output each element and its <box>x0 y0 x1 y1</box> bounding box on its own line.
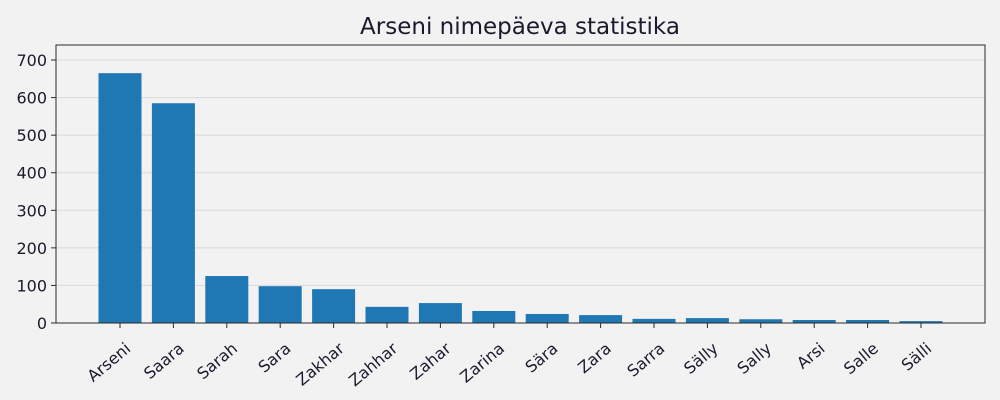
y-tick-label: 500 <box>16 126 47 145</box>
bar-sarra <box>632 318 676 323</box>
plot-frame <box>55 44 986 324</box>
y-axis: 0 100 200 300 400 500 600 700 <box>16 51 56 333</box>
y-tick-label: 400 <box>16 164 47 183</box>
y-tick-label: 200 <box>16 239 47 258</box>
chart-title: Arseni nimepäeva statistika <box>360 14 680 40</box>
bar-sally <box>739 319 783 323</box>
bar-sära <box>525 313 569 323</box>
y-tick-label: 600 <box>16 89 47 108</box>
bar-salle <box>846 319 890 323</box>
bar-arseni <box>98 73 142 323</box>
bars-layer <box>98 73 943 323</box>
x-tick-label: Sarra <box>623 339 668 381</box>
bar-sara <box>258 286 302 323</box>
x-tick-label: Sara <box>254 339 294 377</box>
x-tick-label: Sälly <box>680 339 722 378</box>
y-tick-label: 300 <box>16 201 47 220</box>
x-tick-label: Sälli <box>898 339 936 375</box>
x-tick-label: Sära <box>521 339 561 377</box>
y-tick-label: 0 <box>37 314 47 333</box>
x-tick-label: Sally <box>734 339 776 378</box>
x-tick-label: Zahhar <box>345 338 402 390</box>
bar-arsi <box>792 319 836 323</box>
bar-zara <box>579 315 623 323</box>
x-tick-label: Arseni <box>84 339 135 386</box>
y-tick-label: 100 <box>16 276 47 295</box>
bar-zarina <box>472 310 516 323</box>
x-tick-label: Salle <box>840 339 882 378</box>
bar-zahhar <box>365 306 409 323</box>
x-tick-label: Zarina <box>456 339 508 387</box>
x-tick-label: Zahar <box>406 338 455 383</box>
bar-sarah <box>205 276 249 323</box>
grid-layer <box>56 59 985 286</box>
y-tick-label: 700 <box>16 51 47 70</box>
x-tick-label: Arsi <box>793 339 828 373</box>
bar-sälli <box>899 321 943 323</box>
x-tick-label: Saara <box>140 339 188 383</box>
x-tick-label: Sarah <box>193 339 241 383</box>
x-tick-label: Zakhar <box>292 338 348 389</box>
bar-saara <box>151 103 195 323</box>
x-tick-label: Zara <box>574 339 615 377</box>
bar-sälly <box>685 318 729 323</box>
bar-zahar <box>418 303 462 323</box>
bar-zakhar <box>312 289 356 323</box>
